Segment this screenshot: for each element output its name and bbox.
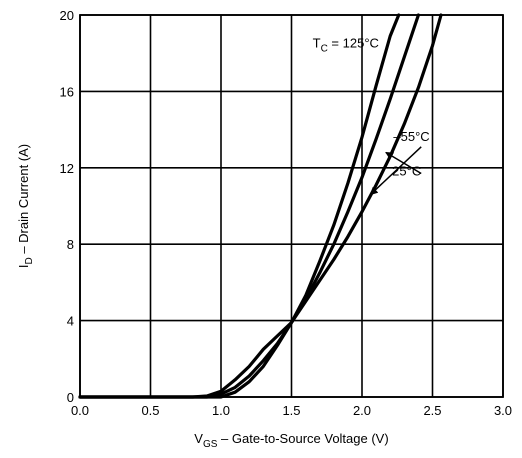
tick-labels: 0.0 0.5 1.0 1.5 2.0 2.5 3.0 0 4 8 12 16 20 bbox=[60, 8, 513, 418]
y-tick-label: 20 bbox=[60, 8, 74, 23]
y-tick-label: 12 bbox=[60, 161, 74, 176]
series-lines bbox=[78, 13, 443, 399]
x-tick-label: 1.0 bbox=[212, 403, 230, 418]
x-tick-label: 2.5 bbox=[423, 403, 441, 418]
annotation-tc125: TC = 125°C bbox=[313, 35, 379, 54]
y-tick-label: 0 bbox=[67, 390, 74, 405]
x-tick-label: 1.5 bbox=[282, 403, 300, 418]
y-tick-label: 16 bbox=[60, 84, 74, 99]
plot-frame bbox=[79, 14, 504, 398]
series-line-2 bbox=[78, 13, 443, 399]
annotation-tm55: –55°C bbox=[393, 129, 429, 144]
grid bbox=[79, 14, 504, 398]
series-line-1 bbox=[78, 13, 420, 399]
x-tick-label: 2.0 bbox=[353, 403, 371, 418]
y-axis-title: ID – Drain Current (A) bbox=[16, 144, 35, 268]
x-tick-label: 3.0 bbox=[494, 403, 512, 418]
x-axis-title: VGS – Gate-to-Source Voltage (V) bbox=[194, 431, 388, 450]
y-tick-label: 4 bbox=[67, 314, 74, 329]
y-tick-label: 8 bbox=[67, 237, 74, 252]
x-tick-label: 0.0 bbox=[71, 403, 89, 418]
axis-titles: VGS – Gate-to-Source Voltage (V) ID – Dra… bbox=[16, 144, 389, 450]
x-tick-label: 0.5 bbox=[141, 403, 159, 418]
annotations: TC = 125°C –55°C 25°C bbox=[313, 35, 430, 196]
arrow-tm55 bbox=[369, 146, 422, 196]
annotation-t25: 25°C bbox=[392, 163, 421, 178]
arrow-t25 bbox=[385, 151, 422, 175]
